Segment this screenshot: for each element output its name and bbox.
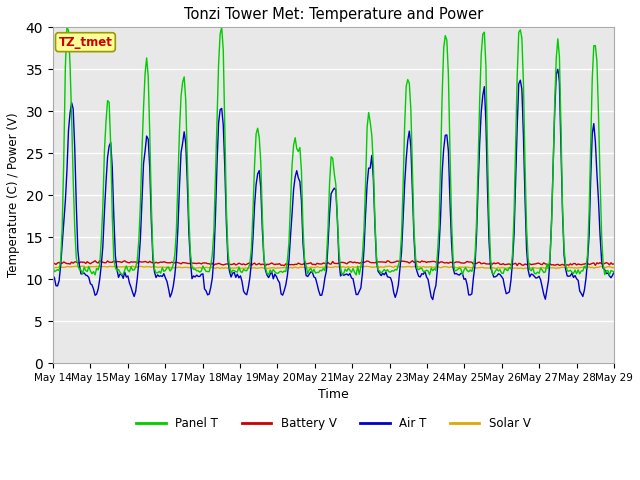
Air T xyxy=(582,276,590,281)
Battery V xyxy=(120,259,127,264)
Panel T xyxy=(220,48,227,53)
Title: Tonzi Tower Met: Temperature and Power: Tonzi Tower Met: Temperature and Power xyxy=(184,7,483,22)
Battery V xyxy=(237,261,244,267)
Battery V xyxy=(218,262,225,267)
Battery V xyxy=(582,261,590,266)
Panel T xyxy=(582,265,590,271)
Panel T xyxy=(238,270,246,276)
Battery V xyxy=(611,261,618,267)
Air T xyxy=(49,273,57,278)
Battery V xyxy=(262,263,269,269)
Air T xyxy=(216,107,224,112)
Panel T xyxy=(611,269,618,275)
Panel T xyxy=(121,267,129,273)
Solar V xyxy=(235,265,243,271)
Air T xyxy=(429,297,436,302)
Air T xyxy=(611,269,618,275)
Air T xyxy=(244,285,252,291)
Battery V xyxy=(49,262,57,267)
Solar V xyxy=(392,263,399,269)
Solar V xyxy=(294,265,302,271)
Solar V xyxy=(526,266,534,272)
Line: Air T: Air T xyxy=(53,69,614,300)
Air T xyxy=(235,275,243,281)
Solar V xyxy=(216,265,224,271)
Text: TZ_tmet: TZ_tmet xyxy=(58,36,113,48)
Panel T xyxy=(92,272,99,278)
Panel T xyxy=(298,168,305,173)
Air T xyxy=(118,272,125,277)
Panel T xyxy=(248,245,255,251)
Panel T xyxy=(49,264,57,270)
Solar V xyxy=(49,264,57,270)
Battery V xyxy=(298,262,305,267)
Solar V xyxy=(118,264,125,270)
Battery V xyxy=(246,260,253,266)
Solar V xyxy=(244,265,252,271)
Line: Panel T: Panel T xyxy=(53,27,614,275)
Line: Battery V: Battery V xyxy=(53,261,614,266)
Solar V xyxy=(611,264,618,270)
Legend: Panel T, Battery V, Air T, Solar V: Panel T, Battery V, Air T, Solar V xyxy=(131,413,536,435)
Solar V xyxy=(582,264,590,270)
Air T xyxy=(294,175,302,181)
X-axis label: Time: Time xyxy=(318,388,349,401)
Panel T xyxy=(63,24,71,30)
Y-axis label: Temperature (C) / Power (V): Temperature (C) / Power (V) xyxy=(7,113,20,277)
Air T xyxy=(554,66,562,72)
Line: Solar V: Solar V xyxy=(53,266,614,269)
Battery V xyxy=(96,258,104,264)
